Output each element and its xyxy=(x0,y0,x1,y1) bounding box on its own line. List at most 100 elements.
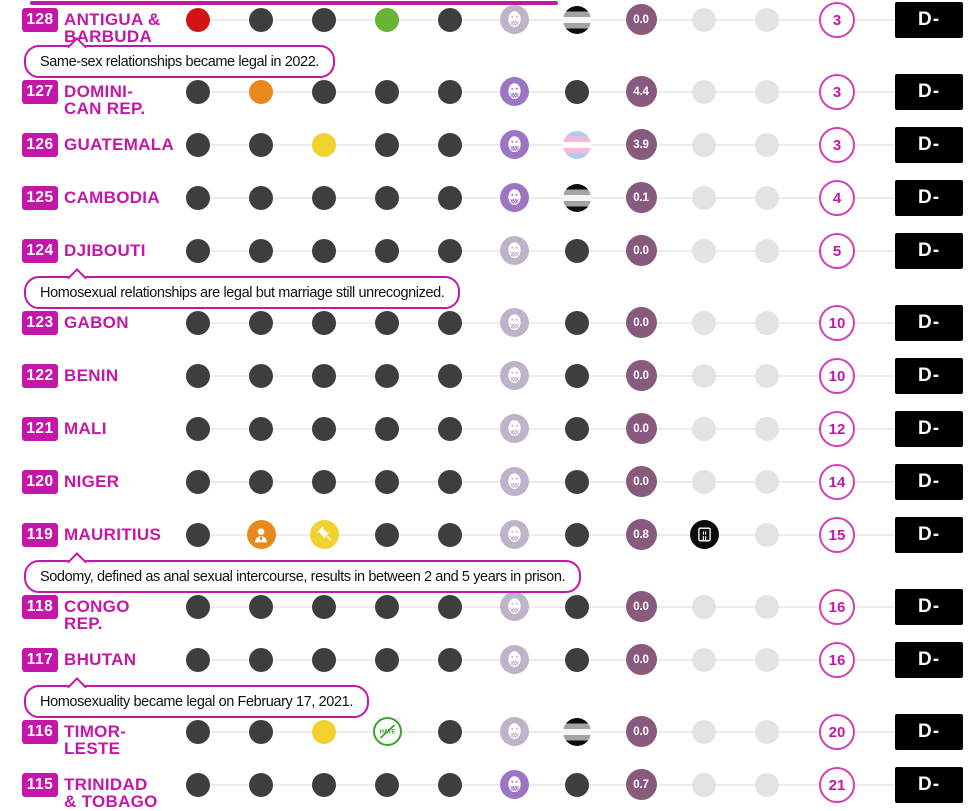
grade-badge: D- xyxy=(895,767,963,803)
country-name-line: CONGO xyxy=(64,597,130,616)
row-connector-line xyxy=(186,144,896,146)
country-name-line: GABON xyxy=(64,313,129,332)
annotation-bubble: Sodomy, defined as anal sexual intercour… xyxy=(24,560,582,593)
indicator-dot-dark xyxy=(375,186,399,210)
country-name: GABON xyxy=(64,314,129,331)
indicator-dot-gray xyxy=(692,239,716,263)
country-name: CAMBODIA xyxy=(64,189,160,206)
count-circle: 5 xyxy=(819,233,855,269)
indicator-dot-gray xyxy=(692,648,716,672)
indicator-dot-gray xyxy=(755,523,779,547)
indicator-dot-green xyxy=(375,8,399,32)
indicator-dot-yellow xyxy=(312,133,336,157)
grayscale-flag-icon xyxy=(563,6,591,34)
indicator-dot-gray xyxy=(755,364,779,388)
row-connector-line xyxy=(186,19,896,21)
indicator-dot-dark xyxy=(375,311,399,335)
country-row: 115 TRINIDAD & TOBAGO 0.7 21 D- xyxy=(0,759,980,811)
indicator-dot-dark xyxy=(312,648,336,672)
no-hate-icon: HATE xyxy=(372,717,402,746)
country-name-line: BARBUDA xyxy=(64,27,153,46)
rank-badge: 128 xyxy=(22,8,58,32)
indicator-dot-dark xyxy=(375,595,399,619)
country-name-line: TIMOR- xyxy=(64,722,127,741)
svg-text:HATE: HATE xyxy=(379,730,395,736)
country-name-line: NIGER xyxy=(64,472,120,491)
country-name: NIGER xyxy=(64,473,119,490)
indicator-dot-gray xyxy=(755,648,779,672)
indicator-dot-dark xyxy=(565,364,589,388)
country-name: DJIBOUTI xyxy=(64,242,146,259)
indicator-dot-red xyxy=(186,8,210,32)
country-row: 119 MAURITIUS 0.8 15 D- xyxy=(0,509,980,561)
indicator-dot-dark xyxy=(438,186,462,210)
score-badge: 0.0 xyxy=(625,466,657,497)
indicator-dot-gray xyxy=(755,595,779,619)
country-row: 127 DOMINI- CAN REP. 4.4 3 D- xyxy=(0,66,980,118)
country-name: MAURITIUS xyxy=(64,526,161,543)
indicator-dot-gray xyxy=(692,133,716,157)
gagged-face-icon xyxy=(499,717,529,746)
rank-badge: 120 xyxy=(22,470,58,494)
indicator-dot-gray xyxy=(692,417,716,441)
count-circle: 12 xyxy=(819,411,855,447)
country-row: 123 GABON 0.0 10 D- xyxy=(0,297,980,349)
grade-badge: D- xyxy=(895,305,963,341)
rank-badge: 125 xyxy=(22,186,58,210)
grade-badge: D- xyxy=(895,589,963,625)
cutoff-bubble-edge xyxy=(30,1,558,5)
gagged-face-icon xyxy=(499,770,529,799)
indicator-dot-dark xyxy=(375,417,399,441)
score-badge: 3.9 xyxy=(625,129,657,160)
row-connector-line xyxy=(186,322,896,324)
indicator-dot-dark xyxy=(565,523,589,547)
indicator-dot-dark xyxy=(438,720,462,744)
row-connector-line xyxy=(186,428,896,430)
rank-badge: 115 xyxy=(22,773,58,797)
grade-badge: D- xyxy=(895,464,963,500)
score-badge: 0.8 xyxy=(625,519,657,550)
indicator-dot-gray xyxy=(692,311,716,335)
gavel-icon xyxy=(309,520,339,549)
indicator-dot-gray xyxy=(755,720,779,744)
indicator-dot-dark xyxy=(438,773,462,797)
gagged-face-icon xyxy=(499,467,529,496)
count-circle: 16 xyxy=(819,589,855,625)
country-name-line: GUATEMALA xyxy=(64,135,175,154)
country-name: TRINIDAD & TOBAGO xyxy=(64,776,158,810)
indicator-dot-dark xyxy=(312,417,336,441)
count-circle: 3 xyxy=(819,127,855,163)
gagged-face-icon xyxy=(499,520,529,549)
row-connector-line xyxy=(186,534,896,536)
count-circle: 15 xyxy=(819,517,855,553)
indicator-dot-dark xyxy=(565,470,589,494)
country-name: BENIN xyxy=(64,367,118,384)
indicator-dot-dark xyxy=(186,133,210,157)
indicator-dot-dark xyxy=(375,239,399,263)
gagged-face-icon xyxy=(499,236,529,265)
indicator-dot-dark xyxy=(186,186,210,210)
indicator-dot-dark xyxy=(565,311,589,335)
indicator-dot-dark xyxy=(312,239,336,263)
gagged-face-icon xyxy=(499,361,529,390)
country-name-line: TRINIDAD xyxy=(64,775,148,794)
country-name-line: MAURITIUS xyxy=(64,525,162,544)
annotation-bubble: Homosexuality became legal on February 1… xyxy=(24,685,369,718)
country-name-line: & TOBAGO xyxy=(64,792,158,811)
row-connector-line xyxy=(186,250,896,252)
indicator-dot-dark xyxy=(312,470,336,494)
country-name: ANTIGUA & BARBUDA xyxy=(64,11,161,45)
indicator-dot-dark xyxy=(438,133,462,157)
country-name-line: REP. xyxy=(64,614,103,633)
country-name-line: DOMINI- xyxy=(64,82,134,101)
gagged-face-icon xyxy=(499,414,529,443)
score-badge: 0.0 xyxy=(625,716,657,747)
indicator-dot-dark xyxy=(249,470,273,494)
gagged-face-icon xyxy=(499,645,529,674)
rank-badge: 122 xyxy=(22,364,58,388)
country-name-line: CAMBODIA xyxy=(64,188,160,207)
grade-badge: D- xyxy=(895,74,963,110)
count-circle: 3 xyxy=(819,2,855,38)
grade-badge: D- xyxy=(895,358,963,394)
